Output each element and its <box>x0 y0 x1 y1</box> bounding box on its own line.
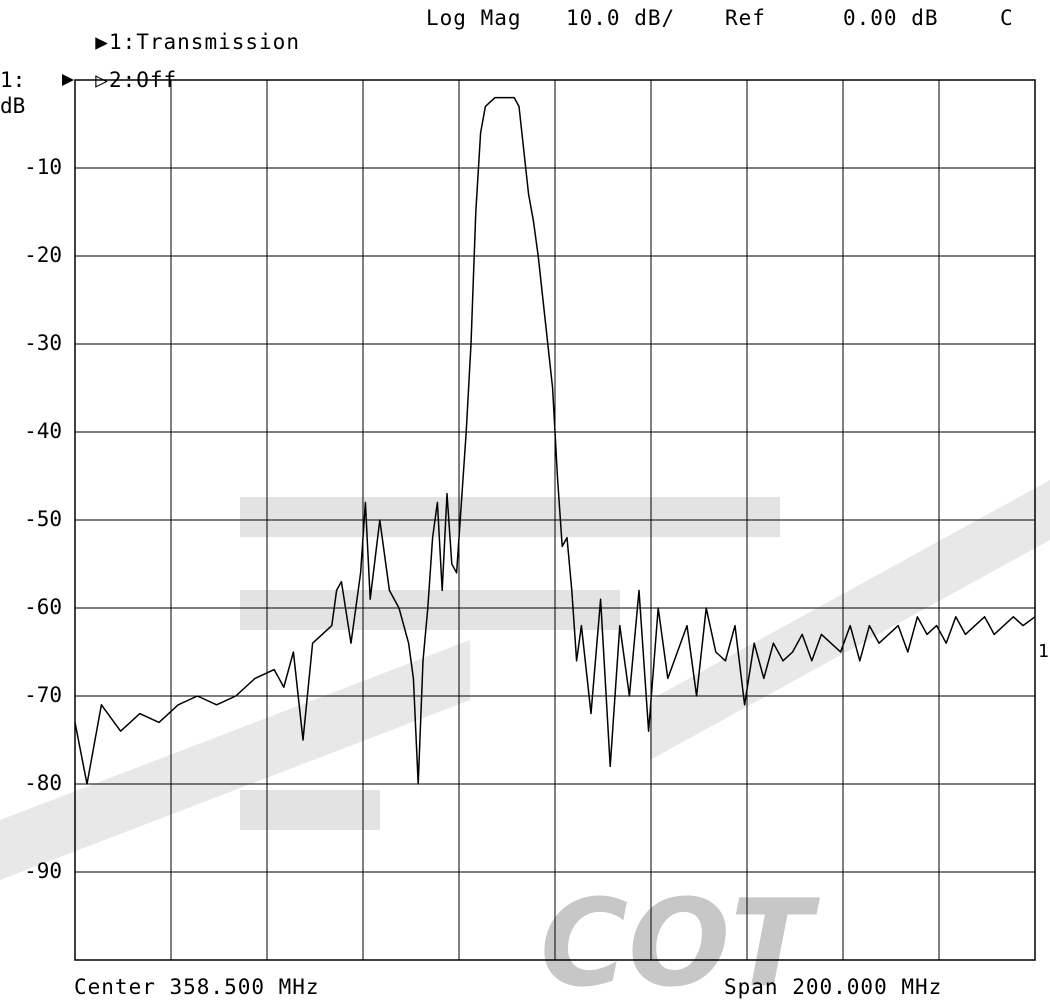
scale-label: 10.0 dB/ <box>566 6 676 30</box>
y-tick-label: -70 <box>24 683 62 707</box>
ref-position-marker: 1 <box>1038 641 1050 662</box>
ref-value: 0.00 dB <box>843 6 939 30</box>
watermark-bar-top <box>240 497 780 537</box>
trace-group <box>74 96 1036 785</box>
unit-label: dB <box>0 94 26 118</box>
format-label: Log Mag <box>426 6 522 30</box>
trace1-active-icon: ▶ <box>95 30 109 54</box>
trace1-label: 1:Transmission <box>108 30 300 54</box>
y-tick-label: -20 <box>24 243 62 267</box>
trace1-indicator: ▶1:Transmission <box>68 6 300 54</box>
trace2-indicator: ▷2:Off <box>68 44 177 92</box>
transmission-trace <box>74 96 1036 785</box>
y-tick-label: -80 <box>24 771 62 795</box>
ref-label: Ref <box>725 6 766 30</box>
y-tick-label: -40 <box>24 419 62 443</box>
watermark-logo-text: COT <box>540 875 820 1005</box>
y-tick-label: -30 <box>24 331 62 355</box>
y-tick-label: -50 <box>24 507 62 531</box>
cal-flag: C <box>1000 6 1014 30</box>
chart-grid <box>74 79 1036 961</box>
trace2-label: 2:Off <box>108 68 178 92</box>
reference-marker-icon <box>62 74 74 86</box>
watermark-swoosh-left <box>0 640 470 880</box>
channel-label: 1: <box>0 68 26 92</box>
y-tick-label: -60 <box>24 595 62 619</box>
trace2-inactive-icon: ▷ <box>95 68 109 92</box>
span-frequency: Span 200.000 MHz <box>724 975 943 999</box>
watermark: COT <box>0 480 1050 1005</box>
y-tick-label: -10 <box>24 155 62 179</box>
watermark-bar-low <box>240 790 380 830</box>
watermark-swoosh-right <box>650 480 1050 760</box>
watermark-bar-mid <box>240 590 620 630</box>
y-tick-label: -90 <box>24 859 62 883</box>
center-frequency: Center 358.500 MHz <box>74 975 320 999</box>
